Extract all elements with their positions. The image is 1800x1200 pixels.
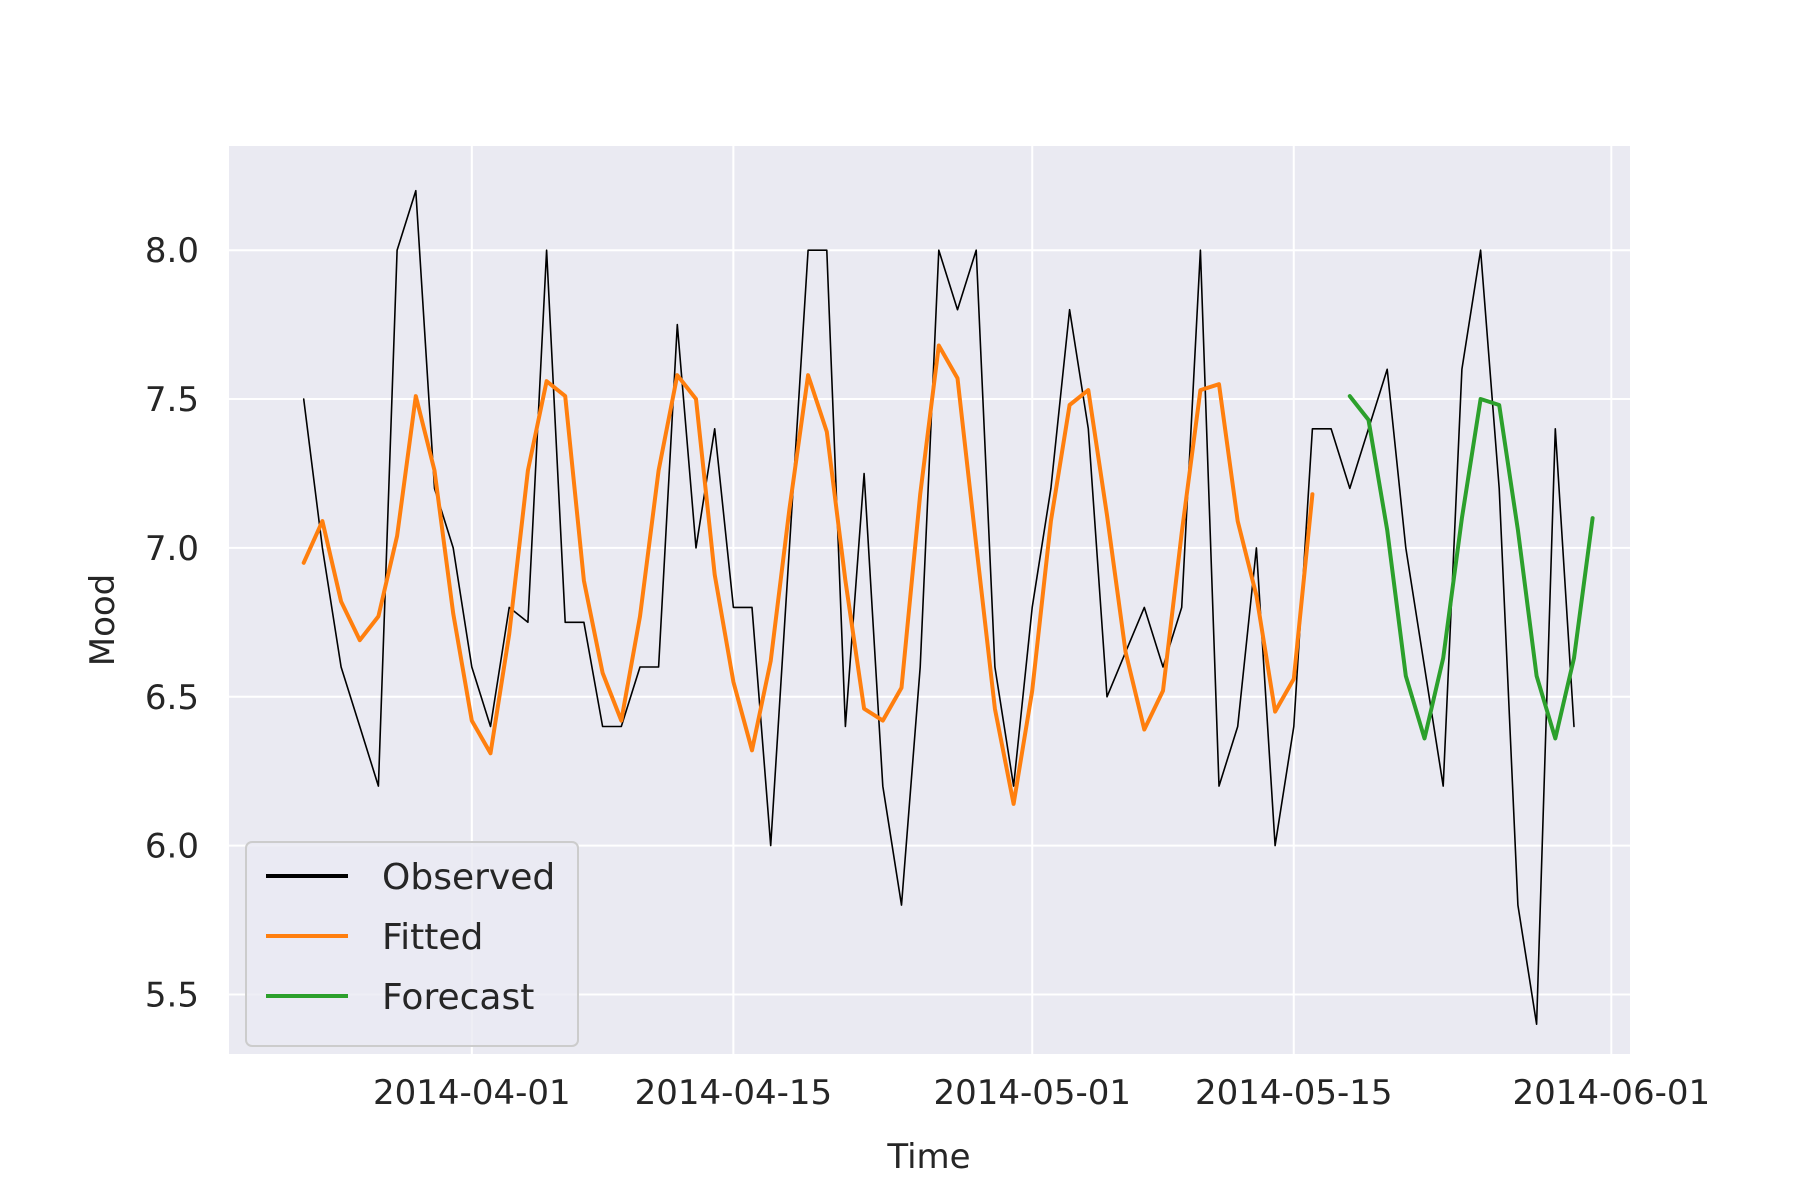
y-tick-label: 7.0: [145, 529, 199, 569]
y-tick-label: 5.5: [145, 975, 199, 1015]
y-tick-label: 8.0: [145, 231, 199, 271]
legend: Observed Fitted Forecast: [245, 841, 579, 1047]
legend-label: Fitted: [382, 917, 483, 958]
series-layer: [301, 189, 1595, 1025]
legend-label: Observed: [382, 857, 555, 898]
y-tick-label: 6.5: [145, 678, 199, 718]
x-tick-label: 2014-04-01: [373, 1073, 571, 1113]
x-tick-label: 2014-05-01: [933, 1073, 1131, 1113]
y-tick-label: 7.5: [145, 380, 199, 420]
y-tick-label: 6.0: [145, 827, 199, 867]
series-line-observed: [302, 189, 1575, 1025]
series-line-forecast: [1347, 394, 1595, 741]
y-axis-ticks: 5.5 6.0 6.5 7.0 7.5 8.0: [145, 231, 199, 1015]
series-line-fitted: [301, 343, 1315, 806]
x-tick-label: 2014-04-15: [635, 1073, 833, 1113]
legend-label: Forecast: [382, 977, 534, 1018]
y-axis-label: Mood: [83, 574, 123, 667]
x-tick-label: 2014-05-15: [1195, 1073, 1393, 1113]
x-axis-label: Time: [886, 1137, 970, 1177]
x-axis-ticks: 2014-04-01 2014-04-15 2014-05-01 2014-05-15…: [373, 1073, 1710, 1113]
x-tick-label: 2014-06-01: [1513, 1073, 1711, 1113]
grid-lines: [229, 146, 1630, 1054]
